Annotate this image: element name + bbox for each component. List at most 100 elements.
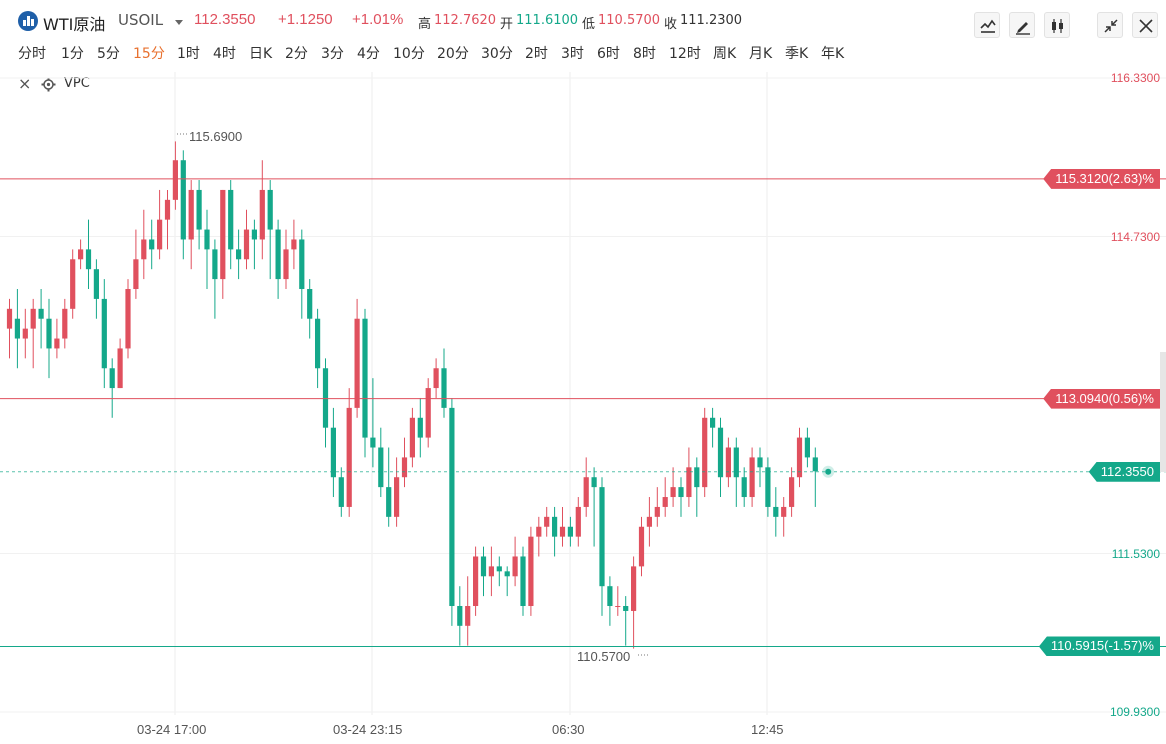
chart-type-button[interactable] xyxy=(1044,12,1070,38)
candle-body-1 xyxy=(14,318,20,339)
period-tab-13[interactable]: 2时 xyxy=(525,46,548,62)
candle-body-44 xyxy=(354,318,360,408)
candle-body-35 xyxy=(283,249,289,280)
candle-body-93 xyxy=(741,477,747,498)
candle-body-43 xyxy=(346,407,352,507)
period-tab-12[interactable]: 30分 xyxy=(481,46,513,62)
period-tab-4[interactable]: 1时 xyxy=(177,46,200,62)
candlestick-chart[interactable] xyxy=(0,72,1166,744)
draw-tool-button[interactable] xyxy=(1009,12,1035,38)
period-tab-20[interactable]: 季K xyxy=(785,46,809,62)
candle-body-77 xyxy=(615,606,621,608)
candle-body-48 xyxy=(386,487,392,517)
line-chart-icon xyxy=(980,19,996,33)
candle-body-52 xyxy=(417,417,423,438)
last-price: 112.3550 xyxy=(194,11,256,28)
candle-body-102 xyxy=(812,457,818,472)
period-tab-8[interactable]: 3分 xyxy=(321,46,344,62)
symbol-name: WTI原油 xyxy=(43,15,106,34)
period-tab-6[interactable]: 日K xyxy=(249,46,273,62)
candle-body-85 xyxy=(678,487,684,498)
symbol-dropdown-icon[interactable] xyxy=(175,20,183,25)
candle-body-69 xyxy=(552,516,558,537)
period-tab-19[interactable]: 月K xyxy=(749,46,773,62)
candle-body-96 xyxy=(765,467,771,507)
close-icon xyxy=(1139,19,1153,33)
candle-body-97 xyxy=(773,506,779,517)
price-line-tag-1[interactable]: 113.0940(0.56)% xyxy=(1043,388,1160,409)
candle-body-84 xyxy=(670,487,676,498)
candle-body-83 xyxy=(662,497,668,507)
candle-body-55 xyxy=(441,368,447,408)
y-axis-label-1: 114.7300 xyxy=(1110,229,1160,244)
period-tab-2[interactable]: 5分 xyxy=(97,46,120,62)
candle-body-74 xyxy=(591,477,597,488)
period-tab-15[interactable]: 6时 xyxy=(597,46,620,62)
candle-body-95 xyxy=(757,457,763,468)
candle-body-39 xyxy=(315,318,321,369)
candle-body-73 xyxy=(583,477,589,507)
candle-body-80 xyxy=(638,526,645,567)
candle-body-61 xyxy=(488,566,494,577)
candle-body-36 xyxy=(291,239,297,250)
x-axis-label-1: 03-24 23:15 xyxy=(333,722,403,737)
price-line-tag-3[interactable]: 110.5915(-1.57)% xyxy=(1038,636,1160,657)
candle-body-82 xyxy=(654,506,660,517)
candle-body-37 xyxy=(299,239,305,290)
candle-body-5 xyxy=(46,318,52,349)
period-tab-9[interactable]: 4分 xyxy=(357,46,380,62)
candle-body-60 xyxy=(480,556,487,577)
collapse-button[interactable] xyxy=(1097,12,1123,38)
x-axis-label-2: 06:30 xyxy=(552,722,585,737)
low-label: 低 xyxy=(582,17,596,32)
low-value: 110.5700 xyxy=(598,13,661,28)
price-line-tag-2[interactable]: 112.3550 xyxy=(1088,461,1160,482)
indicator-close-icon[interactable]: × xyxy=(18,74,32,93)
period-tab-11[interactable]: 20分 xyxy=(437,46,469,62)
candle-body-3 xyxy=(30,308,36,329)
period-tab-16[interactable]: 8时 xyxy=(633,46,656,62)
candle-body-101 xyxy=(804,437,810,458)
period-tabs: 分时 1分 5分 15分 1时 4时 日K 2分 3分 4分 10分 20分 30分 2时 3时 6时 8时 12… xyxy=(0,40,1166,64)
candle-body-98 xyxy=(781,506,787,517)
candle-body-47 xyxy=(378,447,384,488)
period-tab-0[interactable]: 分时 xyxy=(18,46,46,62)
y-axis-label-3: 109.9300 xyxy=(1109,705,1160,719)
candle-body-24 xyxy=(196,189,202,230)
symbol-code[interactable]: USOIL xyxy=(118,11,164,29)
period-tab-18[interactable]: 周K xyxy=(713,46,737,62)
candle-body-32 xyxy=(259,189,265,240)
candle-body-70 xyxy=(559,526,566,537)
last-price-dot xyxy=(825,468,832,475)
candle-body-76 xyxy=(607,586,613,607)
period-tab-10[interactable]: 10分 xyxy=(393,46,425,62)
candle-body-49 xyxy=(394,477,400,517)
candle-body-57 xyxy=(457,606,463,626)
price-change: +1.1250 xyxy=(278,11,333,28)
candle-body-89 xyxy=(710,417,716,428)
candle-body-78 xyxy=(623,606,629,611)
candle-body-54 xyxy=(433,368,439,389)
candle-body-65 xyxy=(520,556,526,607)
candle-body-79 xyxy=(631,566,637,611)
candle-body-45 xyxy=(362,318,368,438)
candle-body-68 xyxy=(544,516,550,527)
period-tab-21[interactable]: 年K xyxy=(821,46,845,62)
candle-body-29 xyxy=(236,249,242,260)
period-tab-1[interactable]: 1分 xyxy=(61,46,84,62)
price-line-tag-0[interactable]: 115.3120(2.63)% xyxy=(1043,168,1160,189)
close-chart-button[interactable] xyxy=(1132,12,1158,38)
period-tab-14[interactable]: 3时 xyxy=(561,46,584,62)
candle-body-38 xyxy=(307,289,313,319)
candle-body-2 xyxy=(22,328,28,339)
line-chart-button[interactable] xyxy=(974,12,1000,38)
period-tab-5[interactable]: 4时 xyxy=(213,46,236,62)
period-tab-7[interactable]: 2分 xyxy=(285,46,308,62)
top-bar: WTI原油 USOIL 112.3550 +1.1250 +1.01% 高 11… xyxy=(0,0,1166,72)
candle-body-42 xyxy=(338,477,344,507)
candle-body-19 xyxy=(157,219,163,250)
period-tab-3[interactable]: 15分 xyxy=(133,46,165,62)
candle-body-14 xyxy=(117,348,123,389)
candle-body-64 xyxy=(512,556,518,577)
period-tab-17[interactable]: 12时 xyxy=(669,46,701,62)
